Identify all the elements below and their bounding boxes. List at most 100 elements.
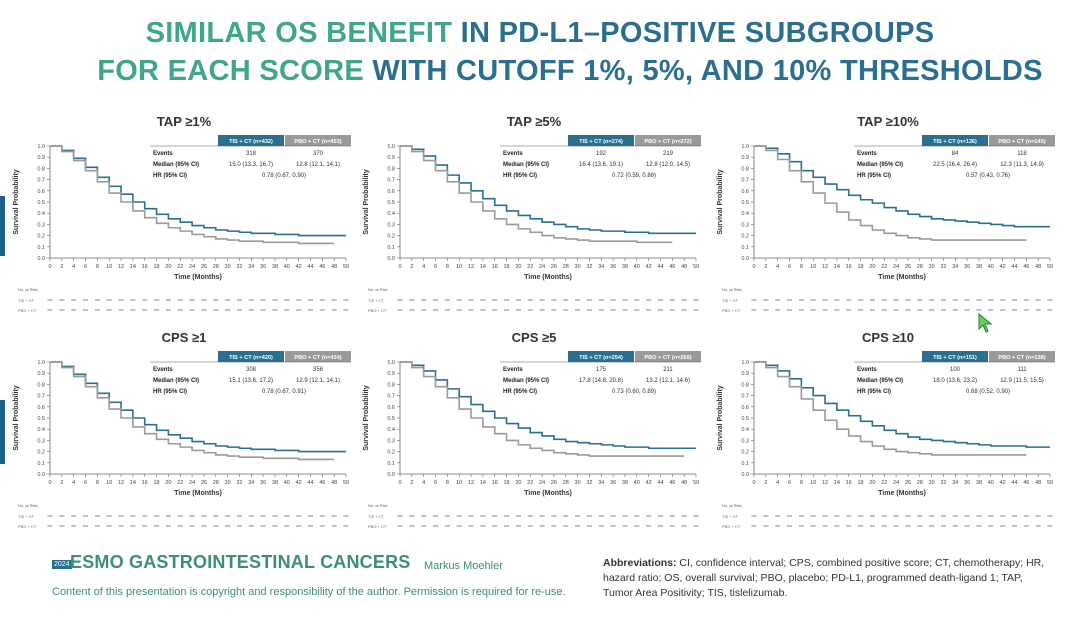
x-tick-label: 0 bbox=[398, 480, 401, 486]
x-tick-label: 40 bbox=[284, 264, 290, 270]
risk-count-mark bbox=[71, 309, 77, 311]
pbo-header-label: PBO + CT (n=434) bbox=[294, 355, 341, 361]
risk-count-mark bbox=[165, 525, 171, 527]
risk-row-label-tis: TIS + CT bbox=[722, 514, 739, 519]
y-tick-label: 0.6 bbox=[387, 189, 395, 195]
x-tick-label: 40 bbox=[284, 480, 290, 486]
x-tick-label: 6 bbox=[788, 480, 791, 486]
y-tick-label: 0.2 bbox=[387, 450, 395, 456]
x-tick-label: 36 bbox=[610, 480, 616, 486]
risk-count-mark bbox=[869, 299, 875, 301]
y-tick-label: 1.0 bbox=[741, 144, 749, 150]
risk-count-mark bbox=[622, 525, 628, 527]
risk-count-mark bbox=[646, 309, 652, 311]
risk-count-mark bbox=[331, 299, 337, 301]
risk-count-mark bbox=[751, 299, 757, 301]
risk-count-mark bbox=[272, 515, 278, 517]
y-tick-label: 0.4 bbox=[741, 427, 749, 433]
risk-count-mark bbox=[409, 309, 415, 311]
risk-count-mark bbox=[751, 515, 757, 517]
risk-count-mark bbox=[634, 515, 640, 517]
y-tick-label: 0.4 bbox=[387, 427, 395, 433]
risk-count-mark bbox=[669, 525, 675, 527]
risk-count-mark bbox=[492, 525, 498, 527]
risk-count-mark bbox=[610, 309, 616, 311]
tis-header-bg bbox=[218, 351, 284, 362]
x-tick-label: 2 bbox=[410, 480, 413, 486]
x-tick-label: 20 bbox=[869, 264, 875, 270]
title-line-1: SIMILAR OS BENEFIT IN PD-L1–POSITIVE SUB… bbox=[0, 14, 1080, 52]
x-tick-label: 28 bbox=[917, 264, 923, 270]
km-panel: TAP ≥5% Survival Probability 0.0 0.1 0.2 0.3 0… bbox=[358, 110, 708, 320]
risk-count-mark bbox=[296, 525, 302, 527]
x-tick-label: 6 bbox=[434, 264, 437, 270]
risk-count-mark bbox=[260, 309, 266, 311]
risk-count-mark bbox=[201, 309, 207, 311]
y-tick-label: 0.8 bbox=[37, 166, 45, 172]
risk-count-mark bbox=[539, 515, 545, 517]
y-tick-label: 0.7 bbox=[741, 394, 749, 400]
risk-count-mark bbox=[539, 525, 545, 527]
pbo-curve bbox=[754, 145, 1027, 241]
row-label-median: Median (95% CI) bbox=[857, 378, 903, 384]
risk-count-mark bbox=[94, 299, 100, 301]
x-tick-label: 18 bbox=[857, 264, 863, 270]
risk-count-mark bbox=[444, 309, 450, 311]
y-axis-label: Survival Probability bbox=[363, 385, 370, 450]
x-tick-label: 24 bbox=[539, 480, 545, 486]
risk-count-mark bbox=[1023, 515, 1029, 517]
pbo-median-value: 12.3 (11.3, 14.9) bbox=[1000, 162, 1044, 168]
risk-row-label-tis: TIS + CT bbox=[18, 298, 35, 303]
km-chart-svg: CPS ≥1 Survival Probability 0.0 0.1 0.2 0.3 0.… bbox=[13, 330, 351, 529]
risk-row-label-pbo: PBO + CT bbox=[18, 308, 37, 313]
risk-count-mark bbox=[504, 309, 510, 311]
x-tick-label: 40 bbox=[988, 264, 994, 270]
risk-count-mark bbox=[905, 525, 911, 527]
x-tick-label: 18 bbox=[857, 480, 863, 486]
tis-events-value: 192 bbox=[596, 151, 607, 157]
risk-count-mark bbox=[1011, 299, 1017, 301]
x-tick-label: 14 bbox=[834, 480, 840, 486]
x-tick-label: 24 bbox=[539, 264, 545, 270]
risk-count-mark bbox=[236, 525, 242, 527]
x-tick-label: 32 bbox=[940, 480, 946, 486]
y-tick-label: 0.1 bbox=[741, 245, 749, 251]
y-tick-label: 0.8 bbox=[387, 166, 395, 172]
x-tick-label: 38 bbox=[272, 480, 278, 486]
x-axis-label: Time (Months) bbox=[174, 490, 222, 497]
risk-count-mark bbox=[421, 309, 427, 311]
risk-count-mark bbox=[917, 299, 923, 301]
x-tick-label: 24 bbox=[189, 480, 195, 486]
risk-count-mark bbox=[118, 515, 124, 517]
risk-count-mark bbox=[693, 515, 699, 517]
risk-count-mark bbox=[492, 299, 498, 301]
risk-count-mark bbox=[515, 525, 521, 527]
risk-count-mark bbox=[575, 525, 581, 527]
x-tick-label: 50 bbox=[693, 264, 699, 270]
risk-count-mark bbox=[551, 299, 557, 301]
risk-count-mark bbox=[106, 309, 112, 311]
risk-count-mark bbox=[940, 309, 946, 311]
x-tick-label: 36 bbox=[964, 480, 970, 486]
x-tick-label: 28 bbox=[563, 264, 569, 270]
chart-title: TAP ≥10% bbox=[857, 114, 919, 129]
risk-count-mark bbox=[598, 309, 604, 311]
risk-count-mark bbox=[563, 525, 569, 527]
risk-count-mark bbox=[225, 515, 231, 517]
x-tick-label: 32 bbox=[586, 480, 592, 486]
km-chart-svg: TAP ≥5% Survival Probability 0.0 0.1 0.2 0.3 0… bbox=[363, 114, 701, 313]
x-tick-label: 8 bbox=[446, 480, 449, 486]
risk-count-mark bbox=[586, 299, 592, 301]
y-tick-label: 0.5 bbox=[387, 200, 395, 206]
risk-count-mark bbox=[610, 525, 616, 527]
risk-count-mark bbox=[421, 299, 427, 301]
y-tick-label: 0.3 bbox=[741, 222, 749, 228]
pbo-header-bg bbox=[635, 351, 701, 362]
x-tick-label: 2 bbox=[60, 264, 63, 270]
row-label-median: Median (95% CI) bbox=[857, 162, 903, 168]
risk-count-mark bbox=[1035, 309, 1041, 311]
tis-curve bbox=[400, 145, 696, 235]
risk-count-mark bbox=[976, 309, 982, 311]
y-tick-label: 0.0 bbox=[741, 256, 749, 262]
risk-count-mark bbox=[834, 299, 840, 301]
